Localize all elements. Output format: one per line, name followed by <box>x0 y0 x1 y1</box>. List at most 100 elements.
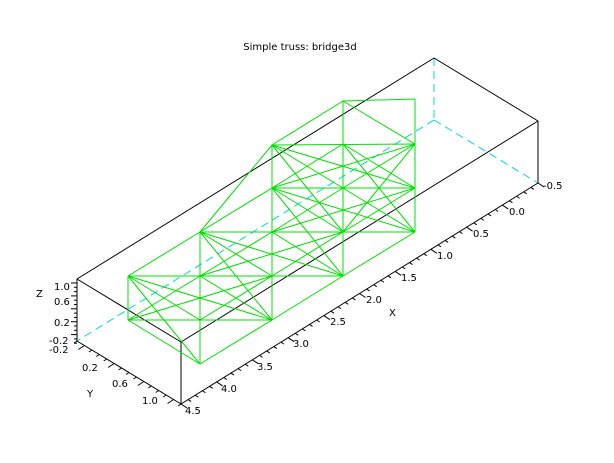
x-tick-label: 0.0 <box>509 207 525 218</box>
z-tick-label: -0.2 <box>49 336 69 347</box>
x-axis-tick-labels: -0.5 0.0 0.5 1.0 1.5 2.0 2.5 3.0 3.5 4.0… <box>185 181 563 417</box>
y-axis-tick <box>107 363 115 368</box>
hidden-edge-y <box>76 119 435 342</box>
x-axis-tick <box>537 182 545 188</box>
x-axis-tick <box>444 240 449 243</box>
y-axis-label: Y <box>86 389 94 400</box>
x-axis-tick <box>330 310 335 314</box>
y-axis-tick <box>167 399 174 404</box>
truss-member <box>271 144 344 233</box>
x-tick-label: 3.0 <box>293 339 309 350</box>
x-axis-tick <box>337 306 342 310</box>
y-axis-tick <box>155 390 159 393</box>
truss-member <box>271 144 344 189</box>
x-axis-tick <box>294 332 299 336</box>
x-axis-tick <box>366 288 370 292</box>
x-axis-tick <box>523 191 527 195</box>
y-axis-tick <box>177 403 182 407</box>
x-axis-tick <box>195 394 199 398</box>
x-axis-tick <box>309 324 313 327</box>
y-tick-label: 0.6 <box>112 379 128 390</box>
x-axis-tick <box>244 363 249 367</box>
x-axis-tick <box>416 257 420 261</box>
y-axis-tick <box>125 372 130 375</box>
x-tick-label: 2.0 <box>366 295 382 306</box>
x-axis-tick <box>466 226 473 232</box>
x-axis-tick <box>487 213 492 217</box>
truss-member <box>127 319 201 365</box>
truss-member <box>342 100 416 145</box>
truss-member <box>271 187 344 277</box>
truss-member <box>199 231 273 277</box>
box-edge-top-left <box>76 278 182 343</box>
x-axis-tick <box>480 217 485 221</box>
axis-ticks <box>71 182 545 409</box>
y-axis-tick-labels: 0.2 0.6 1.0 Y <box>82 363 158 407</box>
x-axis-tick <box>237 368 242 372</box>
x-axis-tick <box>380 279 385 283</box>
truss-member <box>199 187 273 233</box>
z-tick-label: 0.2 <box>54 318 70 329</box>
x-axis-tick <box>402 266 406 270</box>
x-axis-tick <box>302 328 306 332</box>
x-axis-tick <box>287 337 295 343</box>
box-edge-top-back <box>76 57 435 280</box>
y-axis-tick <box>118 367 122 371</box>
x-axis-tick <box>252 359 259 365</box>
x-axis-tick <box>373 284 378 288</box>
truss-member <box>342 187 416 233</box>
x-axis-label: X <box>389 308 396 319</box>
truss-member <box>271 275 344 321</box>
truss-member <box>199 231 273 321</box>
x-axis-tick <box>323 315 331 321</box>
z-axis-tick-labels: 1.0 0.6 0.2 -0.2 -0.2 Z <box>36 282 70 356</box>
truss-member <box>342 98 416 102</box>
hidden-edge-x <box>433 119 539 184</box>
x-axis-tick <box>202 390 206 394</box>
x-axis-tick <box>259 354 263 358</box>
x-axis-tick <box>452 235 456 239</box>
y-axis-tick <box>137 381 145 386</box>
x-axis-tick <box>273 346 278 349</box>
truss-member <box>199 275 273 321</box>
truss-member <box>127 231 201 277</box>
x-axis-tick <box>430 248 438 254</box>
x-tick-label: 1.0 <box>437 251 453 262</box>
x-axis-tick <box>516 195 520 199</box>
x-tick-label: 0.5 <box>473 229 489 240</box>
truss-members <box>127 98 416 365</box>
truss-member <box>342 231 416 277</box>
truss-member <box>199 144 273 233</box>
x-tick-label: -0.5 <box>543 181 563 192</box>
x-axis-tick <box>502 204 509 210</box>
y-axis-tick <box>103 358 107 362</box>
x-tick-label: 1.5 <box>401 273 417 284</box>
x-axis-tick <box>387 275 392 279</box>
truss-member <box>127 275 201 321</box>
plot-title: Simple truss: bridge3d <box>243 42 356 53</box>
truss-member <box>342 143 416 189</box>
x-axis-tick <box>509 200 513 204</box>
truss-member <box>271 231 344 277</box>
box-edge-top-right <box>433 57 539 122</box>
x-tick-label: 2.5 <box>330 317 346 328</box>
z-tick-label: 0.6 <box>54 297 70 308</box>
x-axis-tick <box>180 403 188 409</box>
x-axis-tick <box>359 293 366 298</box>
x-axis-tick <box>344 301 349 305</box>
y-tick-label: 1.0 <box>142 396 158 407</box>
x-axis-tick <box>316 319 320 323</box>
z-tick-label: -0.2 <box>49 345 69 356</box>
x-axis-tick <box>187 399 192 402</box>
y-axis-tick <box>73 340 78 344</box>
y-axis-tick <box>88 349 93 353</box>
truss-member <box>127 275 201 365</box>
x-axis-tick <box>423 253 428 257</box>
x-axis-tick <box>352 297 356 301</box>
x-tick-label: 4.5 <box>185 406 201 417</box>
truss-member <box>271 144 416 189</box>
x-tick-label: 4.0 <box>221 384 237 395</box>
x-axis-tick <box>223 377 228 380</box>
y-tick-label: 0.2 <box>82 363 98 374</box>
